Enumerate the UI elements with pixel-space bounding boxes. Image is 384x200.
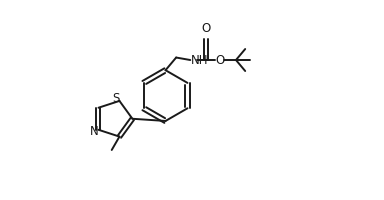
Text: N: N xyxy=(90,125,99,138)
Text: NH: NH xyxy=(191,54,209,67)
Text: O: O xyxy=(216,54,225,67)
Text: O: O xyxy=(202,22,211,35)
Text: S: S xyxy=(112,92,119,105)
